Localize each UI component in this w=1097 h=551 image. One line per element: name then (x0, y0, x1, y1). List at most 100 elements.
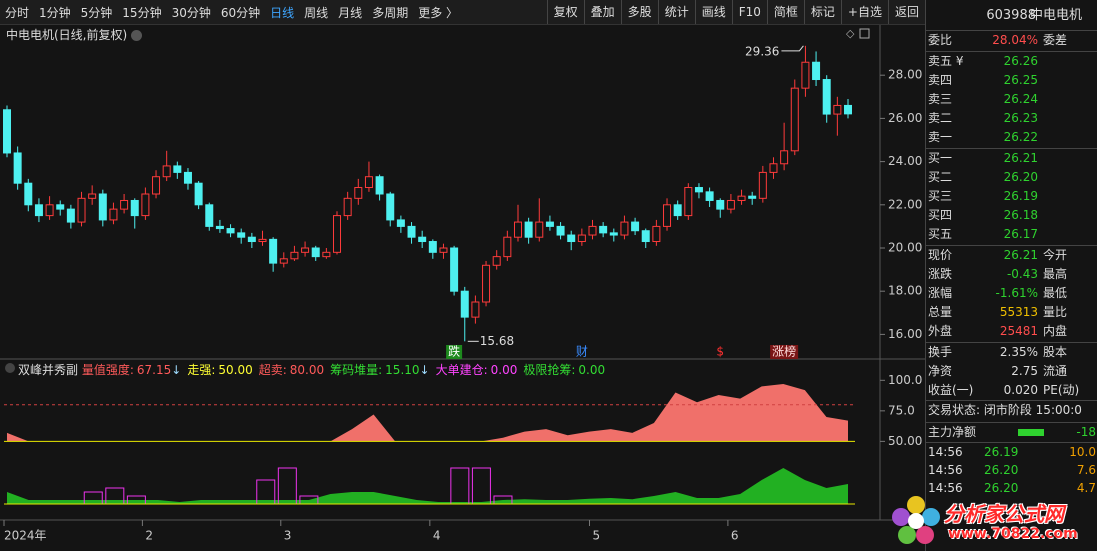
row-value: -1.61% (995, 286, 1038, 300)
candle-body (194, 182, 203, 206)
row-note: 量比 (1043, 305, 1068, 319)
candle-body (3, 109, 11, 154)
candle-body (833, 104, 842, 115)
candle-body (631, 221, 640, 232)
candle-body (322, 251, 331, 258)
candle-body (98, 193, 107, 221)
candle-body (684, 187, 693, 217)
legend-name: 极限抢筹: (523, 363, 576, 377)
toolbar-button[interactable]: 叠加 (583, 0, 621, 24)
row-note: 委差 (1043, 33, 1068, 47)
legend-name: 筹码堆量: (330, 363, 383, 377)
toolbar-button[interactable]: 返回 (887, 0, 925, 24)
quote-row: 卖五 ¥ 26.26 (926, 52, 1097, 71)
indicator-area (7, 383, 848, 442)
period-tab[interactable]: 分时 (5, 5, 30, 20)
legend-item: 筹码堆量: 15.10↓ (330, 363, 429, 377)
candle-body (130, 199, 139, 217)
period-tab[interactable]: 多周期 (372, 5, 409, 20)
period-tab[interactable]: 15分钟 (122, 5, 162, 20)
event-label: 涨榜 (772, 344, 796, 359)
candle-body (66, 208, 75, 223)
candle-body (120, 199, 129, 210)
y-tick-label: 18.00 (888, 284, 922, 298)
candle-body (780, 150, 789, 165)
row-value: 26.24 (1003, 92, 1038, 106)
icon[interactable] (131, 30, 143, 41)
candle-body (460, 290, 469, 318)
toolbar-button[interactable]: 标记 (803, 0, 841, 24)
action-buttons: 复权 叠加 多股 统计 画线 F10 简框 标记 +自选 返回 (546, 0, 925, 24)
candle-body (705, 191, 714, 201)
toolbar-button[interactable]: 多股 (620, 0, 658, 24)
row-label: 外盘 (928, 324, 953, 338)
row-value: -0.43 (1006, 267, 1038, 281)
y-tick-label: 50.00 (888, 434, 922, 448)
toolbar-button[interactable]: 统计 (657, 0, 695, 24)
row-label: 收益(一) (928, 383, 974, 397)
tick-price: 26.19 (984, 445, 1019, 459)
quote-header: 603988 中电电机 (926, 6, 1097, 25)
candle-body (162, 165, 171, 178)
candle-body (88, 193, 97, 199)
y-tick-label: 20.00 (888, 241, 922, 255)
legend-name: 超卖: (258, 363, 287, 377)
quote-row: 净资 2.75 流通 (926, 362, 1097, 381)
row-label: 卖二 (928, 111, 953, 125)
toolbar-button[interactable]: 简框 (766, 0, 804, 24)
logo (892, 496, 940, 544)
candle-body (844, 104, 852, 115)
row-value: 26.23 (1003, 111, 1038, 125)
title-text: 中电电机(日线,前复权) (6, 28, 128, 42)
candle-body (343, 197, 352, 217)
toolbar-button[interactable]: 复权 (546, 0, 584, 24)
row-label: 换手 (928, 345, 953, 359)
watermark-title: 分析家公式网 (944, 502, 1064, 526)
period-tab[interactable]: 月线 (338, 5, 363, 20)
toolbar: 分时 1分钟 5分钟 15分钟 30分钟 60分钟 日线 周线 月线 多周期 更多 〉 复权 叠加 多股… (0, 0, 925, 25)
row-note: 内盘 (1043, 324, 1068, 338)
legend-arrow: ↓ (171, 363, 182, 377)
row-value: 2.35% (999, 345, 1038, 359)
row-note: 股本 (1043, 345, 1068, 359)
period-tab[interactable]: 60分钟 (220, 5, 261, 20)
quote-row: 买一 26.21 (926, 149, 1097, 168)
period-tab[interactable]: 日线 (270, 5, 295, 20)
candle-body (716, 199, 725, 210)
y-tick-label: 26.00 (888, 111, 922, 125)
candle-body (726, 199, 735, 210)
candle-body (428, 241, 437, 253)
period-tab[interactable]: 5分钟 (80, 5, 113, 20)
quote-row: 卖四 26.25 (926, 71, 1097, 90)
row-label: 委比 (928, 33, 953, 47)
quote-row: 总量 55313 量比 (926, 303, 1097, 322)
candle-body (471, 301, 480, 318)
row-note: 流通 (1043, 364, 1068, 378)
toolbar-button[interactable]: F10 (731, 0, 767, 24)
y-tick-label: 75.0 (888, 403, 915, 417)
period-tab[interactable]: 更多 〉 (418, 5, 459, 20)
legend-arrow: ↓ (419, 363, 430, 377)
x-tick-label: 5 (593, 529, 601, 543)
divider (926, 148, 1097, 149)
indicator-area (7, 468, 848, 504)
quote-row: 现价 26.21 今开 (926, 246, 1097, 265)
toolbar-button[interactable]: 画线 (694, 0, 732, 24)
toolbar-button[interactable]: +自选 (840, 0, 888, 24)
divider (926, 342, 1097, 343)
period-tab[interactable]: 周线 (304, 5, 329, 20)
candle-body (386, 193, 395, 221)
candle-body (109, 208, 118, 221)
candle-body (822, 79, 831, 115)
row-value: 25481 (999, 324, 1038, 338)
candle-body (545, 221, 554, 227)
period-tab[interactable]: 1分钟 (39, 5, 71, 20)
legend-value: 0.00 (490, 363, 518, 377)
row-label: 涨跌 (928, 267, 953, 281)
row-note: 最高 (1043, 267, 1068, 281)
quote-row: 涨幅 -1.61% 最低 (926, 284, 1097, 303)
y-tick-label: 22.00 (888, 197, 922, 211)
x-tick-label: 6 (731, 529, 739, 543)
period-tab[interactable]: 30分钟 (171, 5, 211, 20)
row-value: 26.18 (1003, 208, 1038, 222)
